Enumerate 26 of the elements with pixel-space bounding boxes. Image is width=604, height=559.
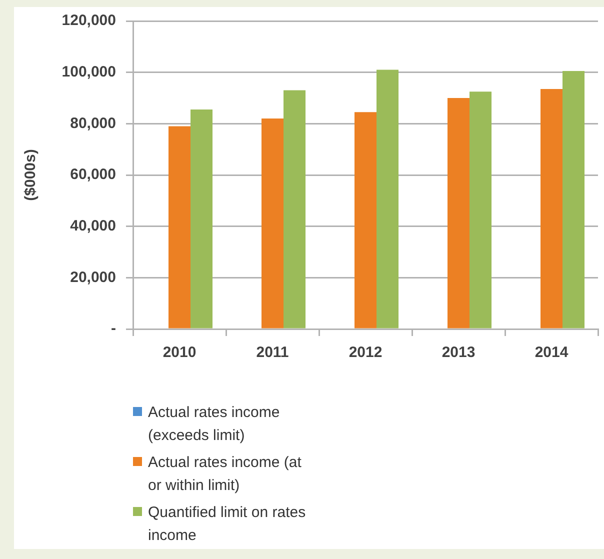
x-tick-label: 2013 xyxy=(442,344,476,362)
y-tick-label: 80,000 xyxy=(70,114,116,132)
y-tick-label: 60,000 xyxy=(70,166,116,184)
legend-label: Actual rates income (at or within limit) xyxy=(148,453,302,496)
bar xyxy=(284,90,306,328)
bar xyxy=(354,112,377,328)
y-tick-label: 40,000 xyxy=(70,217,116,234)
y-tick-label: 120,000 xyxy=(62,12,116,30)
bar xyxy=(190,110,213,328)
bar xyxy=(562,71,585,328)
y-tick-label: - xyxy=(111,320,116,338)
y-tick-label: 20,000 xyxy=(70,268,116,286)
bar xyxy=(168,126,191,328)
y-axis-title: ($000s) xyxy=(22,149,40,201)
bar xyxy=(470,92,492,328)
x-tick-label: 2011 xyxy=(256,344,289,362)
y-tick-label: 100,000 xyxy=(62,63,116,80)
x-tick-label: 2010 xyxy=(162,344,196,362)
legend-label: Quantified limit on rates income xyxy=(148,503,307,546)
bar xyxy=(376,70,399,328)
x-tick-label: 2012 xyxy=(348,344,382,362)
x-tick-label: 2014 xyxy=(534,344,569,362)
bar xyxy=(447,98,470,328)
bar xyxy=(261,118,284,328)
legend-label: Actual rates income (exceeds limit) xyxy=(148,403,281,446)
bar xyxy=(540,89,563,328)
